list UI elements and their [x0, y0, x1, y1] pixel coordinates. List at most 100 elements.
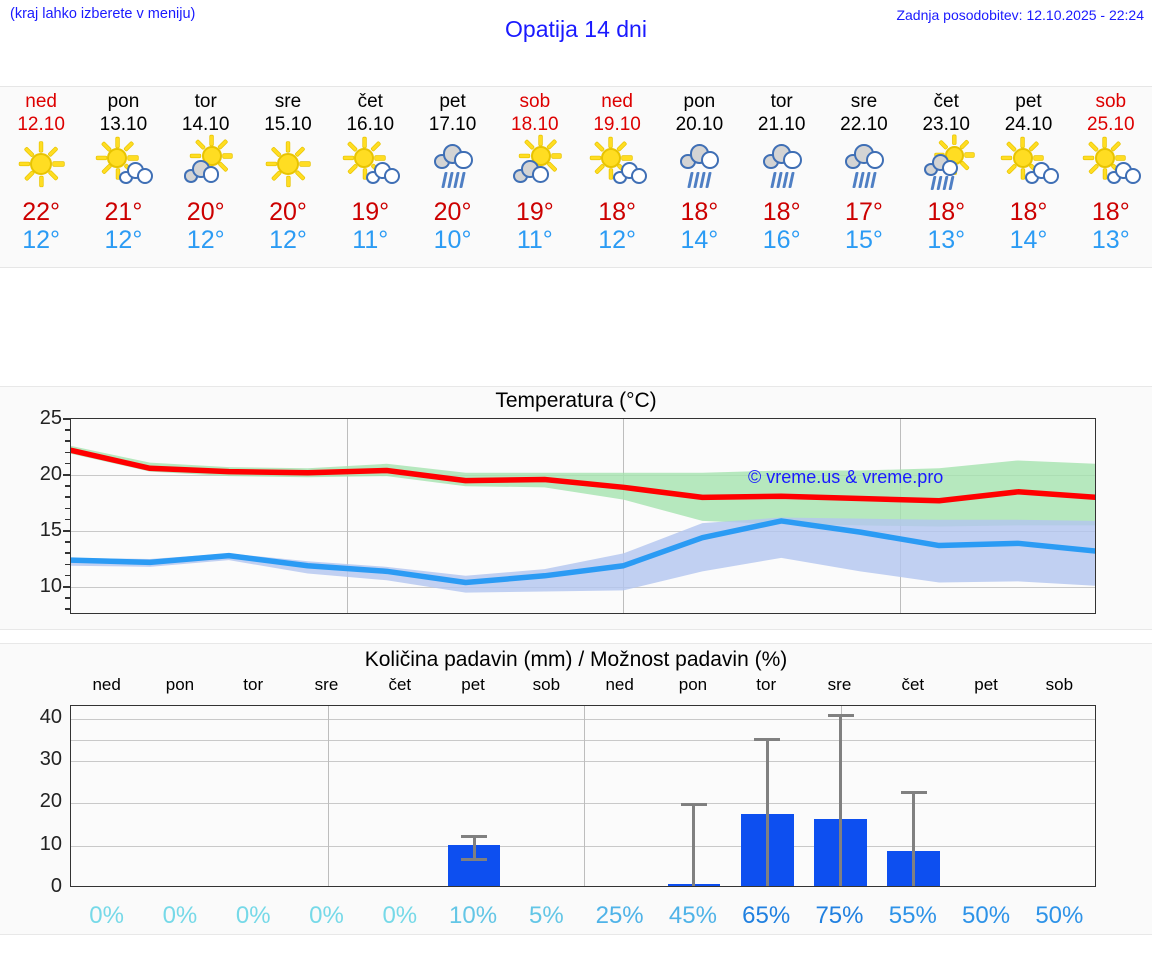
- y-minor-tick: [65, 597, 70, 599]
- day-name: sob: [519, 91, 551, 112]
- cloud-puff: [701, 150, 720, 170]
- y-minor-tick: [65, 507, 70, 510]
- precipitation-day-label: čet: [901, 675, 925, 694]
- location-menu-hint[interactable]: (kraj lahko izberete v meniju): [10, 6, 196, 22]
- precipitation-day-label: sre: [827, 675, 852, 694]
- day-column-13: sob 25.10 18° 13°: [1070, 87, 1152, 267]
- rain-streak: [440, 172, 448, 188]
- day-max-temp: 20°: [186, 198, 225, 226]
- sun-ray: [299, 162, 311, 166]
- day-min-temp: 10°: [433, 226, 472, 254]
- weather-icon-sun-cloud: [585, 137, 649, 194]
- day-max-temp: 19°: [515, 198, 554, 226]
- sun-ray: [960, 139, 970, 149]
- sun-ray: [191, 154, 201, 158]
- precipitation-bar: [521, 887, 574, 888]
- gridline-h: [71, 761, 1095, 763]
- sun-ray: [1115, 156, 1126, 160]
- precipitation-day-label: sob: [1045, 675, 1074, 694]
- sun-ray: [1084, 156, 1094, 160]
- sun-ray: [343, 156, 354, 160]
- rain-streak: [787, 172, 795, 188]
- error-bar-cap-top: [754, 737, 781, 741]
- cloud-shape: [762, 144, 802, 170]
- precipitation-probability: 50%: [962, 902, 1011, 929]
- sun-ray: [1020, 137, 1025, 147]
- sun-ray: [617, 142, 627, 152]
- sun-ray: [622, 156, 632, 160]
- gridline-h: [71, 718, 1095, 720]
- rain-streak: [870, 172, 877, 188]
- sun-ray: [218, 140, 228, 150]
- day-name: pon: [683, 91, 716, 112]
- error-bar-cap-top: [680, 802, 707, 806]
- sun-ray: [1006, 164, 1016, 174]
- day-min-temp: 12°: [22, 226, 61, 254]
- day-column-6: sob 18.10 19° 11°: [494, 87, 576, 267]
- sun-ray: [952, 135, 956, 145]
- sun-ray: [270, 171, 281, 182]
- sun-disc: [530, 146, 551, 166]
- day-name: tor: [194, 91, 217, 112]
- weather-icon-wrap: [174, 135, 238, 194]
- sun-ray: [1089, 164, 1099, 174]
- rain-streak: [769, 172, 777, 188]
- precipitation-day-label: čet: [388, 675, 412, 694]
- day-max-temp: 20°: [433, 198, 472, 226]
- sun-ray: [101, 164, 111, 174]
- sun-ray: [362, 137, 366, 147]
- day-name: pet: [439, 91, 466, 112]
- sun-ray: [348, 164, 358, 174]
- y-tick-label: 20: [39, 463, 62, 485]
- sun-ray: [96, 156, 107, 160]
- precipitation-probability: 0%: [382, 902, 418, 929]
- sun-ray: [539, 135, 543, 145]
- y-tick-label: 0: [50, 875, 62, 897]
- sun-ray: [286, 175, 290, 187]
- precipitation-bar: [1034, 887, 1087, 888]
- temperature-band-1: [71, 517, 1095, 593]
- day-name: čet: [357, 91, 383, 112]
- sun-disc: [1012, 148, 1033, 168]
- day-max-temp: 18°: [1009, 198, 1048, 226]
- temperature-line-1: [71, 518, 1095, 586]
- day-name: čet: [933, 91, 959, 112]
- sun-ray: [18, 162, 30, 166]
- y-minor-tick: [65, 541, 70, 543]
- precipitation-day-label: sre: [314, 675, 339, 694]
- day-name: ned: [25, 91, 57, 112]
- precipitation-probability: 0%: [162, 902, 198, 929]
- precipitation-day-label: pon: [165, 675, 195, 694]
- cloud-shape: [844, 144, 885, 170]
- sun-ray: [370, 142, 380, 152]
- weather-icon-cloud-rain: [832, 138, 896, 194]
- y-minor-tick: [65, 462, 70, 465]
- sun-ray: [286, 141, 290, 152]
- error-bar-stem: [692, 802, 696, 886]
- rain-streak: [781, 172, 789, 188]
- y-tick-mark: [63, 530, 70, 532]
- error-bar-cap-bottom: [461, 858, 488, 862]
- sun-ray: [128, 156, 138, 160]
- watermark-credit: © vreme.us & vreme.pro: [748, 467, 944, 487]
- day-name: pet: [1015, 91, 1042, 112]
- day-name: sob: [1095, 91, 1127, 112]
- sun-disc: [107, 148, 128, 168]
- cloud-shape: [183, 160, 220, 184]
- sun-ray: [295, 171, 306, 182]
- day-max-temp: 18°: [680, 198, 719, 226]
- cloud-shape: [613, 162, 648, 184]
- day-date: 15.10: [264, 114, 312, 135]
- y-minor-tick: [65, 496, 70, 498]
- error-bar-cap-top: [461, 835, 488, 839]
- gridline-h: [71, 845, 1095, 847]
- gridline-h: [71, 531, 1095, 532]
- day-max-temp: 19°: [351, 198, 390, 226]
- sun-ray: [609, 137, 613, 147]
- precipitation-probability: 65%: [742, 902, 791, 929]
- day-name: sre: [274, 91, 302, 112]
- cloud-puff: [1042, 168, 1059, 184]
- cloud-shape: [924, 154, 959, 176]
- cloud-shape: [1024, 162, 1059, 184]
- precipitation-day-label: pet: [974, 675, 998, 694]
